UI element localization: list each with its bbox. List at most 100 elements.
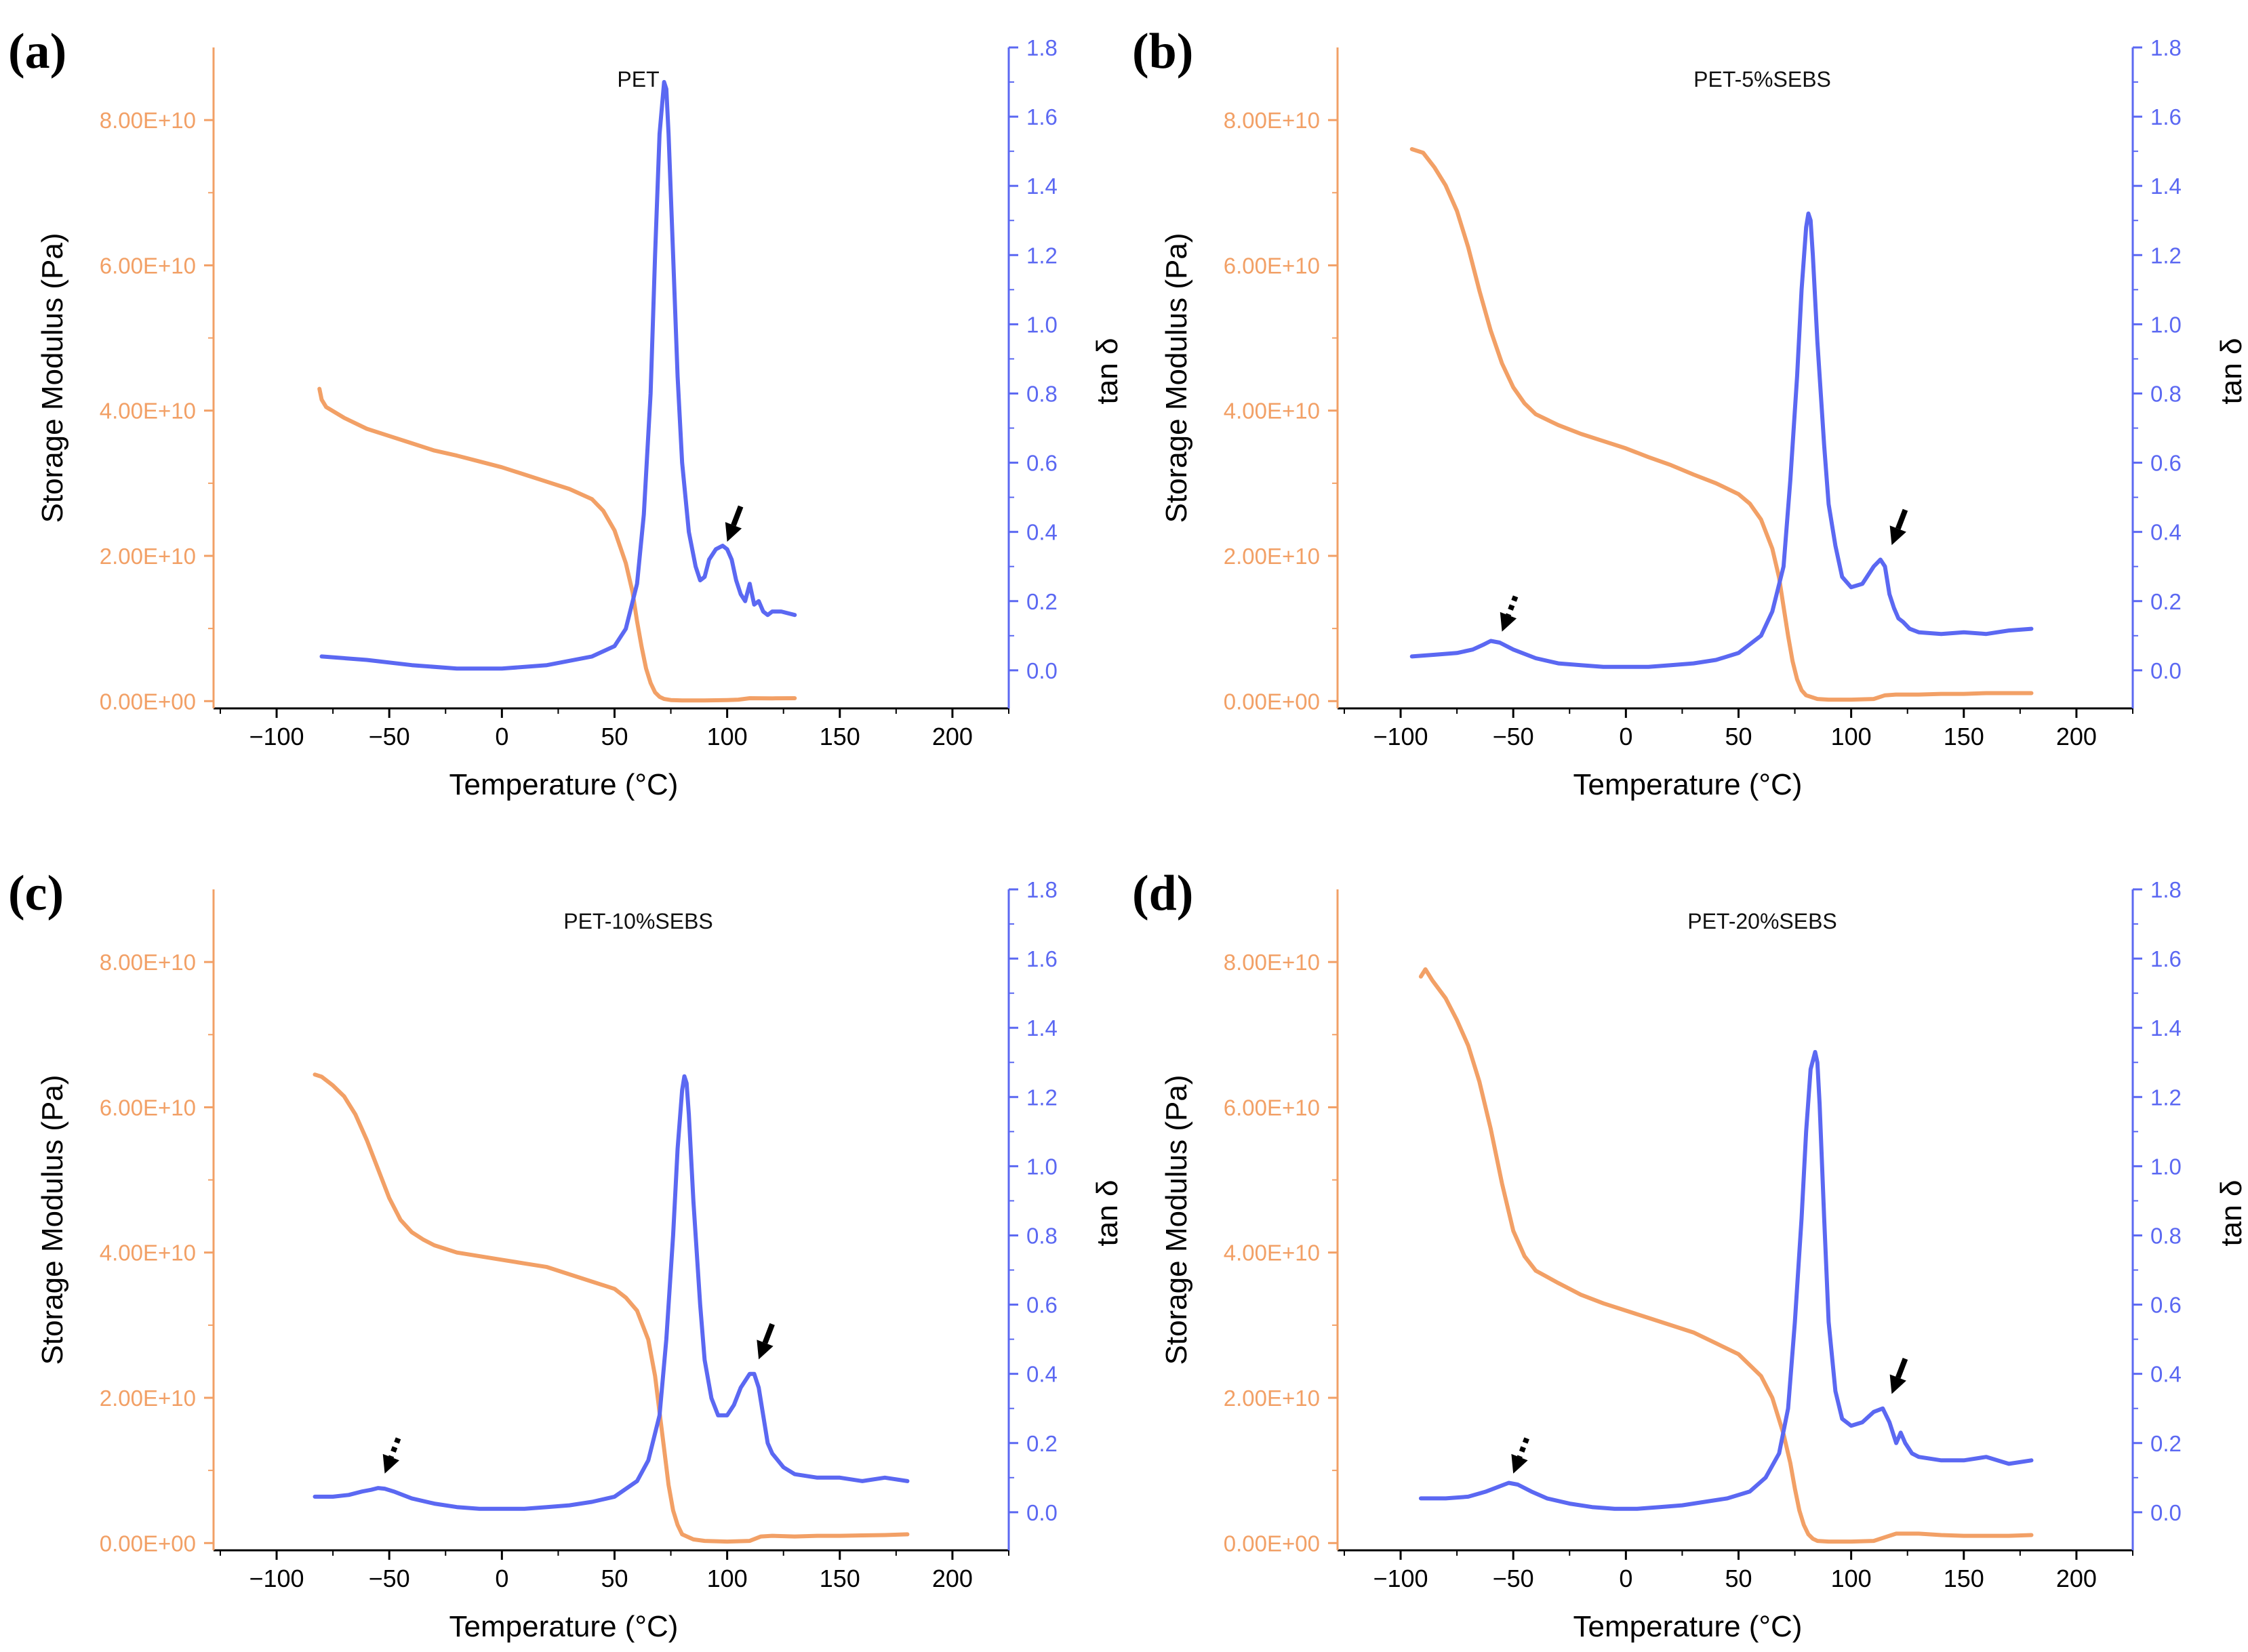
right-tick-label: 1.6 — [2150, 946, 2182, 971]
left-tick-label: 2.00E+10 — [1224, 544, 1320, 569]
left-tick-label: 2.00E+10 — [100, 1386, 196, 1411]
right-tick-label: 1.4 — [2150, 1015, 2182, 1041]
right-tick-label: 0.2 — [2150, 1431, 2182, 1456]
x-tick-label: −50 — [1493, 1565, 1534, 1592]
left-axis-title: Storage Modulus (Pa) — [36, 233, 69, 523]
right-tick-label: 0.4 — [2150, 1362, 2182, 1387]
left-tick-label: 0.00E+00 — [100, 689, 196, 714]
right-tick-label: 1.8 — [1026, 35, 1058, 60]
x-tick-label: 200 — [932, 723, 973, 750]
solid-arrow-annotation — [725, 505, 744, 542]
left-tick-label: 8.00E+10 — [100, 950, 196, 975]
right-tick-label: 0.4 — [1026, 520, 1058, 545]
solid-arrow-annotation — [1889, 508, 1908, 546]
right-tick-label: 0.2 — [1026, 1431, 1058, 1456]
storage-modulus-line — [317, 386, 797, 703]
right-tick-label: 1.0 — [1026, 1154, 1058, 1179]
left-tick-label: 6.00E+10 — [100, 1095, 196, 1120]
sample-title: PET-5%SEBS — [1693, 67, 1831, 92]
x-tick-label: 0 — [1619, 1565, 1632, 1592]
x-tick-label: 150 — [820, 723, 860, 750]
x-tick-label: 0 — [1619, 723, 1632, 750]
panel-1: (b) PET-5%SEBS −100 −50 0 50 100 150 200 0.00E+00… — [1132, 24, 2248, 801]
left-tick-label: 0.00E+00 — [100, 1531, 196, 1556]
sample-title: PET-10%SEBS — [563, 909, 713, 933]
panel-3: (d) PET-20%SEBS −100 −50 0 50 100 150 200 0.00E+0… — [1132, 866, 2248, 1643]
right-tick-label: 0.2 — [1026, 589, 1058, 614]
left-tick-label: 4.00E+10 — [1224, 1241, 1320, 1266]
storage-modulus-line — [313, 1072, 910, 1544]
x-tick-label: 50 — [601, 1565, 628, 1592]
left-tick-label: 4.00E+10 — [1224, 399, 1320, 424]
x-tick-label: −50 — [369, 1565, 410, 1592]
right-tick-label: 1.8 — [2150, 877, 2182, 902]
x-axis-title: Temperature (°C) — [1573, 768, 1803, 801]
x-tick-label: −100 — [249, 723, 304, 750]
right-tick-label: 0.0 — [1026, 1500, 1058, 1525]
left-tick-label: 2.00E+10 — [1224, 1386, 1320, 1411]
right-tick-label: 1.2 — [1026, 243, 1058, 268]
right-tick-label: 1.4 — [1026, 174, 1058, 199]
panel-0: (a) PET −100 −50 0 50 100 150 200 0.00E+00 2.00E+1… — [8, 24, 1124, 801]
x-tick-label: 100 — [707, 723, 748, 750]
x-tick-label: 150 — [820, 1565, 860, 1592]
right-tick-label: 0.6 — [1026, 451, 1058, 476]
right-axis-title: tan δ — [1091, 1180, 1124, 1247]
storage-modulus-line — [1418, 967, 2034, 1544]
panel-label: (b) — [1132, 24, 1193, 79]
right-tick-label: 1.4 — [2150, 174, 2182, 199]
left-tick-label: 4.00E+10 — [100, 1241, 196, 1266]
left-tick-label: 0.00E+00 — [1224, 689, 1320, 714]
x-tick-label: 200 — [932, 1565, 973, 1592]
right-tick-label: 0.8 — [1026, 1223, 1058, 1248]
left-axis-title: Storage Modulus (Pa) — [36, 1075, 69, 1365]
right-tick-label: 0.8 — [1026, 381, 1058, 406]
dotted-arrow-annotation — [1511, 1437, 1529, 1474]
x-tick-label: 150 — [1944, 723, 1984, 750]
x-tick-label: 100 — [1831, 1565, 1872, 1592]
x-tick-label: 200 — [2056, 1565, 2097, 1592]
x-tick-label: −100 — [1373, 723, 1428, 750]
left-tick-label: 8.00E+10 — [1224, 108, 1320, 133]
right-tick-label: 1.0 — [2150, 312, 2182, 337]
right-tick-label: 1.6 — [1026, 946, 1058, 971]
right-tick-label: 1.6 — [2150, 104, 2182, 129]
panel-2: (c) PET-10%SEBS −100 −50 0 50 100 150 200 0.00E+0… — [8, 866, 1124, 1643]
right-tick-label: 1.2 — [1026, 1085, 1058, 1110]
right-tick-label: 0.4 — [2150, 520, 2182, 545]
panel-label: (d) — [1132, 866, 1193, 921]
right-tick-label: 1.0 — [1026, 312, 1058, 337]
panel-label: (a) — [8, 24, 66, 79]
left-tick-label: 6.00E+10 — [1224, 1095, 1320, 1120]
right-tick-label: 0.8 — [2150, 1223, 2182, 1248]
sample-title: PET — [617, 67, 659, 92]
right-tick-label: 1.8 — [2150, 35, 2182, 60]
right-tick-label: 0.4 — [1026, 1362, 1058, 1387]
right-tick-label: 0.6 — [2150, 451, 2182, 476]
x-tick-label: 50 — [1725, 1565, 1752, 1592]
left-axis-title: Storage Modulus (Pa) — [1160, 233, 1193, 523]
x-tick-label: 50 — [1725, 723, 1752, 750]
solid-arrow-annotation — [1889, 1357, 1908, 1394]
x-axis-title: Temperature (°C) — [449, 768, 679, 801]
left-tick-label: 4.00E+10 — [100, 399, 196, 424]
right-tick-label: 0.6 — [2150, 1293, 2182, 1318]
x-tick-label: 100 — [1831, 723, 1872, 750]
x-tick-label: −100 — [249, 1565, 304, 1592]
left-tick-label: 8.00E+10 — [1224, 950, 1320, 975]
right-tick-label: 1.6 — [1026, 104, 1058, 129]
dotted-arrow-annotation — [382, 1437, 401, 1474]
left-axis-title: Storage Modulus (Pa) — [1160, 1075, 1193, 1365]
right-axis-title: tan δ — [2215, 1180, 2248, 1247]
right-tick-label: 1.2 — [2150, 1085, 2182, 1110]
x-tick-label: 0 — [495, 1565, 508, 1592]
sample-title: PET-20%SEBS — [1687, 909, 1837, 933]
storage-modulus-line — [1409, 147, 2034, 702]
x-tick-label: −50 — [369, 723, 410, 750]
tan-delta-line — [1418, 1049, 2034, 1511]
x-tick-label: 0 — [495, 723, 508, 750]
left-tick-label: 0.00E+00 — [1224, 1531, 1320, 1556]
x-axis-title: Temperature (°C) — [449, 1610, 679, 1643]
right-tick-label: 0.0 — [2150, 658, 2182, 683]
